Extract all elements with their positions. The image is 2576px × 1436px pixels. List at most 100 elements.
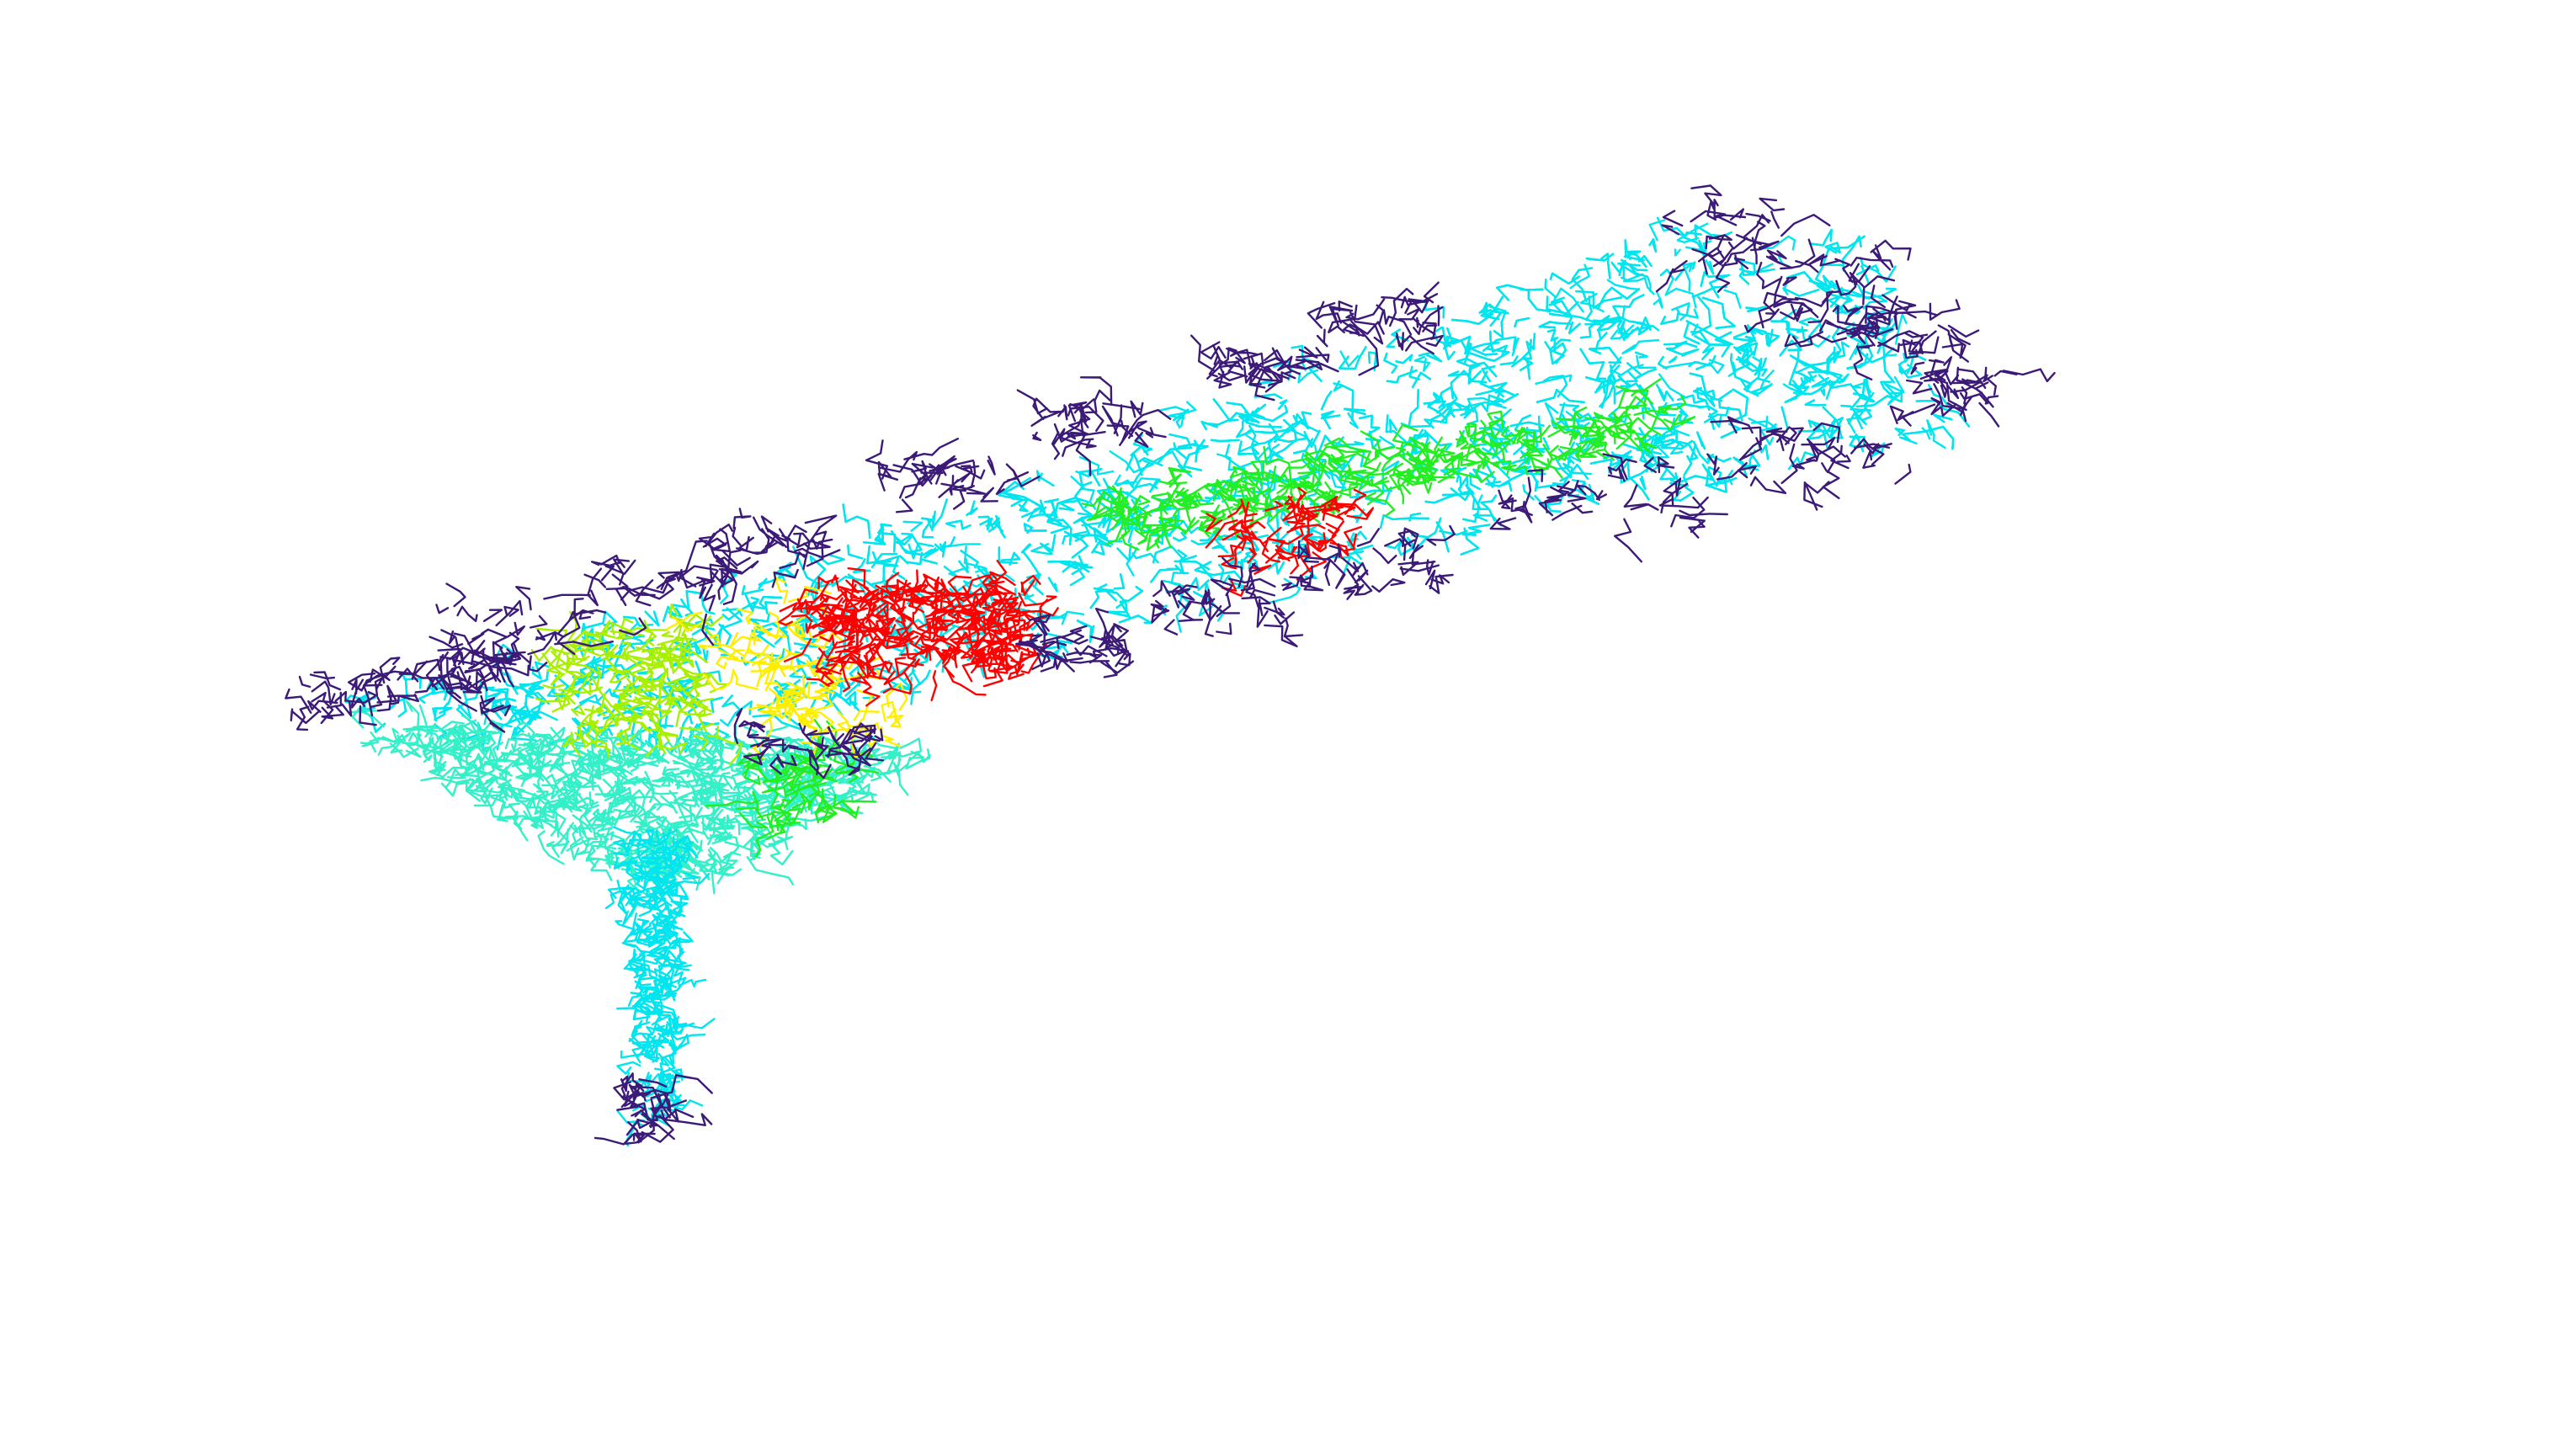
lime-band-edge	[674, 659, 700, 683]
edge-fringe-edge	[1299, 574, 1311, 588]
edge-fringe	[285, 184, 2056, 1146]
funnel-bowl-edge	[521, 757, 546, 779]
edge-fringe-edge	[1733, 257, 1749, 269]
ribbon-body-edge	[818, 553, 845, 566]
ribbon-body-edge	[1303, 429, 1321, 448]
hotspot-left-edge	[924, 593, 944, 618]
ribbon-ridge-edge	[1649, 406, 1662, 433]
funnel-stem-edge	[615, 920, 633, 930]
ribbon-body-edge	[1669, 441, 1684, 455]
funnel-bowl-edge	[430, 739, 463, 754]
ribbon-body-edge	[1535, 374, 1573, 385]
edge-fringe-edge	[758, 743, 787, 760]
edge-fringe-edge	[573, 598, 607, 615]
edge-fringe-edge	[495, 599, 524, 627]
funnel-bowl-edge	[517, 817, 544, 842]
funnel-bowl-edge	[470, 778, 499, 798]
hotspot-left-edge	[860, 596, 884, 620]
edge-fringe-edge	[1869, 311, 1917, 326]
edge-fringe-edge	[1397, 561, 1419, 577]
warm-band-edge	[796, 622, 806, 637]
edge-fringe-edge	[1249, 588, 1275, 599]
funnel-stem-edge	[633, 897, 651, 908]
edge-fringe-edge	[1075, 431, 1106, 476]
funnel-bowl-edge	[746, 856, 794, 886]
ribbon-body-edge	[758, 577, 768, 589]
ribbon-ridge-edge	[1371, 446, 1407, 460]
funnel-stem-edge	[658, 889, 673, 911]
lime-band-edge	[640, 712, 659, 731]
edge-fringe-edge	[1949, 338, 1969, 363]
edge-fringe-edge	[411, 658, 441, 680]
ribbon-body-edge	[1605, 364, 1613, 387]
funnel-bowl-edge	[542, 819, 560, 838]
funnel-bowl-edge	[625, 758, 641, 773]
ribbon-body-edge	[1131, 461, 1150, 487]
hotspot-left-edge	[874, 604, 889, 625]
lime-band-edge	[679, 722, 715, 731]
edge-fringe-edge	[1763, 291, 1787, 315]
edge-fringe-edge	[1429, 573, 1454, 594]
ribbon-body-edge	[985, 514, 1006, 539]
hotspot-left-edge	[869, 594, 907, 622]
edge-fringe-edge	[1210, 578, 1233, 597]
funnel-stem-edge	[668, 1031, 706, 1040]
funnel-bowl-edge	[646, 816, 687, 832]
funnel-bowl-edge	[405, 743, 427, 758]
edge-fringe-edge	[1739, 434, 1770, 461]
ribbon-body-edge	[1269, 577, 1301, 604]
edge-fringe-edge	[469, 684, 483, 694]
edge-fringe-edge	[467, 632, 485, 646]
edge-fringe-edge	[1836, 455, 1851, 463]
funnel-bowl-edge	[707, 848, 724, 873]
green-lower-edge	[833, 794, 860, 819]
funnel-stem-edge	[641, 846, 671, 861]
ribbon-body-edge	[1770, 320, 1799, 339]
hotspot-left-edge	[975, 614, 1001, 632]
funnel-bowl-edge	[612, 729, 623, 755]
ribbon-body-edge	[1551, 464, 1589, 486]
funnel-bowl-edge	[712, 736, 722, 745]
funnel-bowl-edge	[545, 743, 568, 770]
hotspot-left-edge	[993, 655, 1009, 674]
ribbon-body-edge	[1446, 398, 1457, 418]
ribbon-ridge-edge	[1474, 446, 1498, 461]
ribbon-body-edge	[1746, 326, 1767, 335]
ribbon-ridge-edge	[1578, 438, 1608, 448]
ribbon-body-edge	[1173, 531, 1187, 542]
edge-fringe-edge	[663, 1113, 713, 1126]
funnel-bowl-edge	[733, 771, 754, 790]
hotspot-left-edge	[933, 576, 940, 591]
edge-fringe-edge	[1751, 237, 1758, 265]
edge-fringe-edge	[747, 722, 759, 737]
ribbon-ridge-edge	[1437, 451, 1480, 466]
ribbon-ridge-edge	[1487, 410, 1504, 429]
edge-fringe-edge	[1102, 402, 1141, 411]
funnel-bowl-edge	[467, 731, 494, 742]
lime-band-edge	[570, 705, 586, 716]
ribbon-body-edge	[1701, 296, 1736, 329]
edge-fringe-edge	[348, 673, 376, 683]
ribbon-body-edge	[1647, 397, 1677, 417]
edge-fringe-edge	[435, 604, 450, 614]
funnel-bowl-edge	[691, 782, 712, 795]
warm-band-edge	[773, 690, 801, 703]
ribbon-body-edge	[1571, 267, 1594, 302]
funnel-bowl-edge	[407, 731, 434, 753]
lime-band-edge	[691, 692, 714, 704]
hotspot-left	[778, 560, 1059, 707]
ribbon-body-edge	[1397, 535, 1416, 556]
ribbon-body-edge	[1251, 403, 1289, 423]
funnel-bowl-edge	[621, 742, 635, 758]
funnel-bowl-edge	[530, 818, 544, 829]
ribbon-body-edge	[1808, 228, 1833, 247]
funnel-bowl-edge	[871, 749, 891, 764]
funnel-stem	[604, 826, 716, 1147]
funnel-stem-edge	[623, 928, 647, 944]
ribbon-ridge-edge	[1301, 469, 1323, 488]
edge-fringe-edge	[1041, 640, 1067, 646]
ribbon-body-edge	[831, 576, 890, 597]
edge-fringe-edge	[1705, 234, 1732, 250]
edge-fringe-edge	[1908, 339, 1924, 355]
ribbon-body-edge	[1089, 589, 1117, 609]
